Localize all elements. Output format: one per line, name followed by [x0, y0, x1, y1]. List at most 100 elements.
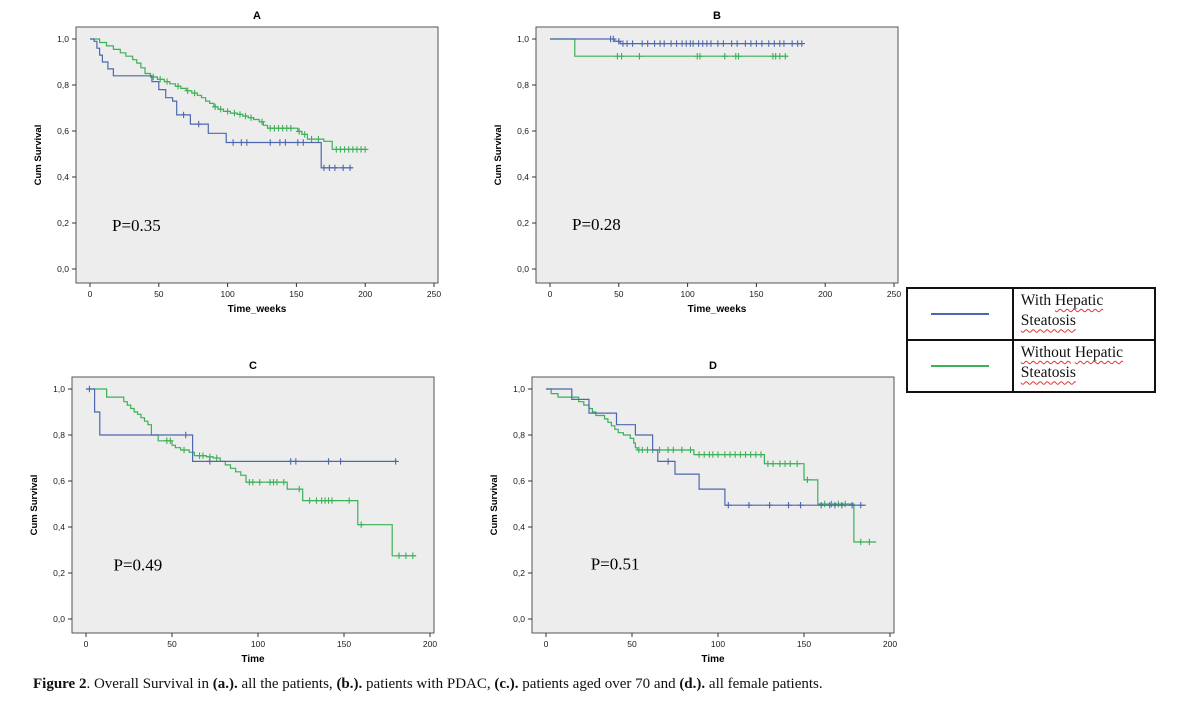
x-tick-label: 250	[887, 289, 901, 299]
x-tick-label: 200	[883, 639, 897, 649]
y-tick-label: 0,0	[517, 264, 529, 274]
censor-mark	[242, 112, 249, 120]
censor-mark	[292, 458, 300, 465]
censor-mark	[337, 458, 344, 465]
y-tick-label: 0,4	[513, 522, 525, 532]
y-tick-label: 0,2	[53, 568, 65, 578]
caption-bold-segment: Figure 2	[33, 676, 87, 692]
x-tick-label: 50	[154, 289, 164, 299]
figure-caption: Figure 2. Overall Survival in (a.). all …	[33, 676, 1173, 693]
survival-curve-green	[90, 38, 367, 150]
censor-mark	[320, 164, 328, 171]
censor-mark	[282, 139, 289, 146]
legend-row-without-hepatic-steatosis: Without Hepatic Steatosis	[908, 341, 1154, 391]
censor-mark	[776, 53, 783, 60]
censor-mark	[236, 111, 244, 118]
x-tick-label: 200	[818, 289, 832, 299]
censor-mark	[296, 485, 303, 493]
censor-mark	[835, 500, 842, 508]
censor-mark	[217, 105, 224, 113]
censor-mark	[720, 40, 727, 47]
caption-segment: . Overall Survival in	[86, 676, 213, 692]
censor-mark	[696, 53, 704, 60]
censor-mark	[838, 501, 846, 509]
censor-mark	[174, 82, 182, 90]
plot-area	[71, 376, 435, 634]
censor-mark	[610, 35, 617, 43]
censor-mark	[280, 478, 287, 486]
censor-mark	[402, 552, 410, 559]
censor-mark	[362, 146, 369, 153]
y-tick-label: 0,8	[53, 430, 65, 440]
x-tick-label: 150	[797, 639, 811, 649]
censor-mark	[308, 135, 315, 143]
survival-curve-green	[546, 388, 877, 543]
censor-mark	[721, 53, 728, 60]
censor-mark	[766, 501, 773, 509]
y-tick-label: 0,0	[57, 264, 69, 274]
panel-b-chart: B 0,0 0,2 0,4 0,6 0,8 1,0 0 50 100 150 200 250 Time_w…	[493, 10, 901, 315]
censor-mark	[231, 109, 238, 117]
legend-label-word: With	[1020, 292, 1056, 309]
survival-curve-blue	[90, 38, 353, 169]
censor-mark	[287, 125, 295, 132]
censor-mark	[395, 552, 403, 559]
censor-mark	[831, 501, 839, 509]
legend-label-word: Without	[1020, 344, 1071, 361]
censor-mark	[339, 164, 347, 171]
censor-mark	[258, 118, 266, 125]
x-tick-label: 200	[423, 639, 437, 649]
y-tick-label: 0,0	[53, 614, 65, 624]
censor-mark	[788, 40, 796, 47]
panel-a-chart: A 0,0 0,2 0,4 0,6 0,8 1,0 0 50 100 150 200 250 Time_w…	[33, 10, 441, 315]
censor-mark	[629, 40, 636, 47]
legend-swatch-cell	[908, 341, 1014, 391]
y-tick-label: 0,6	[517, 126, 529, 136]
legend-line-blue	[930, 313, 989, 315]
censor-mark	[163, 78, 171, 85]
x-tick-label: 0	[548, 289, 553, 299]
x-tick-label: 100	[711, 639, 725, 649]
y-tick-label: 0,6	[53, 476, 65, 486]
censor-mark	[328, 497, 336, 504]
censor-mark	[714, 451, 722, 458]
x-tick-label: 0	[84, 639, 89, 649]
censor-mark	[769, 460, 777, 467]
caption-bold-segment: (d.).	[679, 676, 706, 692]
censor-mark	[224, 108, 231, 115]
panel-b: B 0,0 0,2 0,4 0,6 0,8 1,0 0 50 100 150 200 250 Time_w…	[490, 5, 910, 317]
censor-mark	[249, 478, 257, 486]
censor-mark	[753, 40, 760, 47]
censor-mark	[358, 521, 365, 528]
censor-mark	[409, 552, 416, 559]
censor-mark	[636, 53, 643, 60]
censor-mark	[798, 40, 806, 47]
panel-title: D	[709, 360, 717, 372]
y-axis-label: Cum Survival	[493, 125, 504, 186]
censor-mark	[725, 501, 732, 509]
censor-mark	[213, 454, 220, 462]
censor-mark	[735, 53, 742, 60]
censor-mark	[346, 164, 354, 171]
caption-segment: patients with PDAC,	[362, 676, 495, 692]
censor-mark	[184, 87, 191, 94]
censor-mark	[787, 460, 794, 467]
censor-mark	[180, 446, 188, 454]
x-tick-label: 100	[221, 289, 235, 299]
censor-mark	[345, 497, 353, 504]
y-tick-label: 0,2	[517, 218, 529, 228]
survival-curve-blue	[546, 388, 866, 506]
censor-mark	[714, 40, 722, 47]
censor-mark	[276, 139, 284, 146]
censor-mark	[661, 40, 668, 47]
censor-mark	[326, 164, 333, 171]
y-tick-label: 0,0	[513, 614, 525, 624]
x-tick-label: 150	[749, 289, 763, 299]
legend-label: With Hepatic Steatosis	[1014, 289, 1154, 339]
legend-label-line: Steatosis	[1021, 363, 1152, 383]
censor-mark	[300, 139, 307, 146]
caption-segment: patients aged over 70 and	[518, 676, 680, 692]
censor-mark	[615, 38, 622, 45]
legend-row-with-hepatic-steatosis: With Hepatic Steatosis	[908, 289, 1154, 341]
y-tick-label: 0,4	[517, 172, 529, 182]
